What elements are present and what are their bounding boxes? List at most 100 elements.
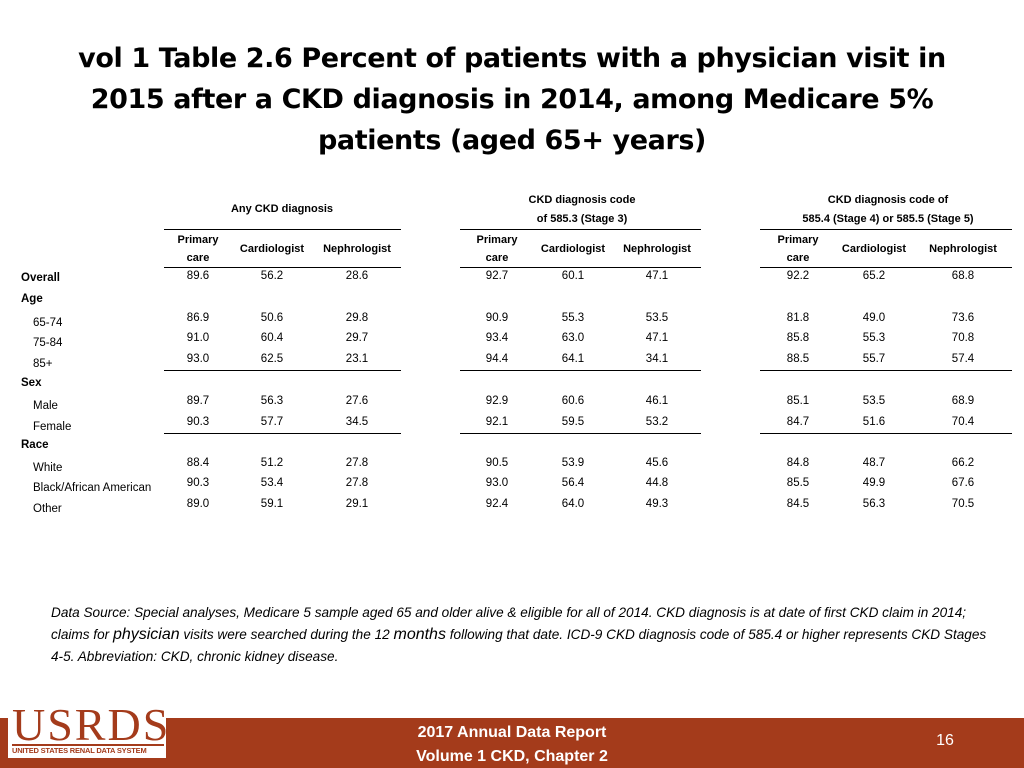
row-label: Race <box>21 439 49 451</box>
table-cell: 86.9 <box>186 312 210 324</box>
table-cell: 92.7 <box>485 270 509 282</box>
table-cell: 93.0 <box>485 477 509 489</box>
subheader-cardiologist: Cardiologist <box>841 243 907 255</box>
table-cell: 44.8 <box>645 477 669 489</box>
table-cell: 81.8 <box>786 312 810 324</box>
footer-line-2: Volume 1 CKD, Chapter 2 <box>416 748 608 765</box>
table-cell: 85.5 <box>786 477 810 489</box>
table-cell: 53.5 <box>862 395 886 407</box>
table-cell: 60.4 <box>260 332 284 344</box>
table-cell: 23.1 <box>345 353 369 365</box>
group-rule <box>460 370 701 371</box>
table-cell: 84.5 <box>786 498 810 510</box>
table-cell: 84.8 <box>786 457 810 469</box>
table-cell: 53.4 <box>260 477 284 489</box>
subheader-nephrologist: Nephrologist <box>623 243 691 255</box>
footer-line-1: 2017 Annual Data Report <box>417 724 607 741</box>
table-cell: 90.3 <box>186 416 210 428</box>
table-cell: 57.4 <box>951 353 975 365</box>
table-cell: 34.1 <box>645 353 669 365</box>
table-cell: 89.6 <box>186 270 210 282</box>
table-cell: 47.1 <box>645 332 669 344</box>
table-cell: 62.5 <box>260 353 284 365</box>
source-text-2: visits were searched during the 12 <box>179 627 394 642</box>
source-word-physician: physician <box>112 626 180 643</box>
table-cell: 49.9 <box>862 477 886 489</box>
row-label: Other <box>33 503 62 515</box>
logo-divider <box>12 744 164 746</box>
table-cell: 70.4 <box>951 416 975 428</box>
table-cell: 29.1 <box>345 498 369 510</box>
table-cell: 29.8 <box>345 312 369 324</box>
usrds-logo-text: USRDS <box>12 699 171 750</box>
source-word-months: months <box>393 626 446 643</box>
table-cell: 56.3 <box>862 498 886 510</box>
group-header-2: CKD diagnosis code <box>528 194 636 206</box>
subheader-primary-care: Primary <box>177 234 219 246</box>
table-cell: 85.8 <box>786 332 810 344</box>
group-rule <box>460 433 701 434</box>
page-number: 16 <box>936 732 954 749</box>
table-cell: 84.7 <box>786 416 810 428</box>
table-cell: 59.5 <box>561 416 585 428</box>
table-cell: 92.1 <box>485 416 509 428</box>
row-label: 85+ <box>33 358 53 370</box>
table-cell: 29.7 <box>345 332 369 344</box>
table-cell: 91.0 <box>186 332 210 344</box>
subheader-nephrologist: Nephrologist <box>929 243 997 255</box>
table-cell: 34.5 <box>345 416 369 428</box>
table-cell: 93.0 <box>186 353 210 365</box>
table-cell: 53.9 <box>561 457 585 469</box>
table-cell: 94.4 <box>485 353 509 365</box>
group-rule <box>164 433 401 434</box>
group-header-3-sub: 585.4 (Stage 4) or 585.5 (Stage 5) <box>802 213 974 225</box>
row-label: Male <box>33 400 58 412</box>
subheader-rule <box>760 267 1012 268</box>
source-text-1: Data Source: Special analyses, Medicare … <box>51 605 967 642</box>
group-rule <box>164 370 401 371</box>
table-cell: 64.1 <box>561 353 585 365</box>
table-cell: 47.1 <box>645 270 669 282</box>
table-cell: 89.7 <box>186 395 210 407</box>
table-cell: 65.2 <box>862 270 886 282</box>
subheader-cardiologist: Cardiologist <box>239 243 305 255</box>
table-cell: 27.8 <box>345 477 369 489</box>
table-cell: 28.6 <box>345 270 369 282</box>
table-cell: 66.2 <box>951 457 975 469</box>
table-cell: 45.6 <box>645 457 669 469</box>
row-label: Black/African American <box>33 482 152 494</box>
header-rule <box>164 229 401 230</box>
row-label: Overall <box>21 272 60 284</box>
footer-bar <box>0 718 1024 768</box>
data-source-note: Data Source: Special analyses, Medicare … <box>51 602 991 668</box>
table-cell: 90.9 <box>485 312 509 324</box>
row-label: White <box>33 462 63 474</box>
table-cell: 90.5 <box>485 457 509 469</box>
table-cell: 59.1 <box>260 498 284 510</box>
table-cell: 48.7 <box>862 457 886 469</box>
table-cell: 92.2 <box>786 270 810 282</box>
table-cell: 70.8 <box>951 332 975 344</box>
table-cell: 67.6 <box>951 477 975 489</box>
table-cell: 60.6 <box>561 395 585 407</box>
table-cell: 88.4 <box>186 457 210 469</box>
subheader-primary-care-2: care <box>485 252 509 264</box>
table-cell: 56.4 <box>561 477 585 489</box>
table-cell: 70.5 <box>951 498 975 510</box>
subheader-primary-care: Primary <box>777 234 819 246</box>
table-cell: 49.3 <box>645 498 669 510</box>
table-cell: 50.6 <box>260 312 284 324</box>
group-rule <box>760 370 1012 371</box>
usrds-logo-subtitle: UNITED STATES RENAL DATA SYSTEM <box>12 746 147 755</box>
subheader-primary-care-2: care <box>186 252 210 264</box>
table-cell: 68.9 <box>951 395 975 407</box>
table-cell: 60.1 <box>561 270 585 282</box>
row-label: Sex <box>21 377 42 389</box>
subheader-rule <box>460 267 701 268</box>
data-table: Any CKD diagnosis CKD diagnosis code of 58… <box>21 194 1012 515</box>
subheader-nephrologist: Nephrologist <box>323 243 391 255</box>
table-cell: 68.8 <box>951 270 975 282</box>
table-cell: 63.0 <box>561 332 585 344</box>
table-cell: 55.3 <box>561 312 585 324</box>
table-cell: 53.2 <box>645 416 669 428</box>
